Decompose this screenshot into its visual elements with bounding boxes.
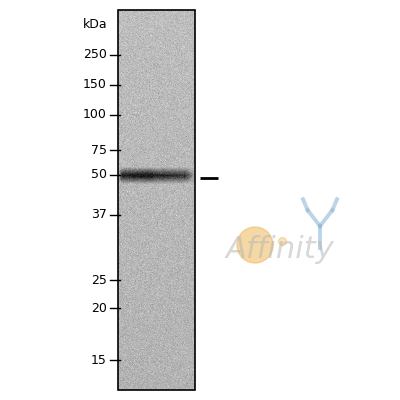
Text: 50: 50 xyxy=(91,168,107,182)
Circle shape xyxy=(237,227,273,263)
Text: kDa: kDa xyxy=(82,18,107,31)
Text: 100: 100 xyxy=(83,108,107,122)
Text: 75: 75 xyxy=(91,144,107,156)
Text: 25: 25 xyxy=(91,274,107,286)
Text: 20: 20 xyxy=(91,302,107,314)
Text: Affinity: Affinity xyxy=(226,236,334,264)
Bar xyxy=(118,10,195,390)
Text: 150: 150 xyxy=(83,78,107,92)
Text: 15: 15 xyxy=(91,354,107,366)
Text: 250: 250 xyxy=(83,48,107,62)
Text: 37: 37 xyxy=(91,208,107,222)
Circle shape xyxy=(278,238,286,246)
